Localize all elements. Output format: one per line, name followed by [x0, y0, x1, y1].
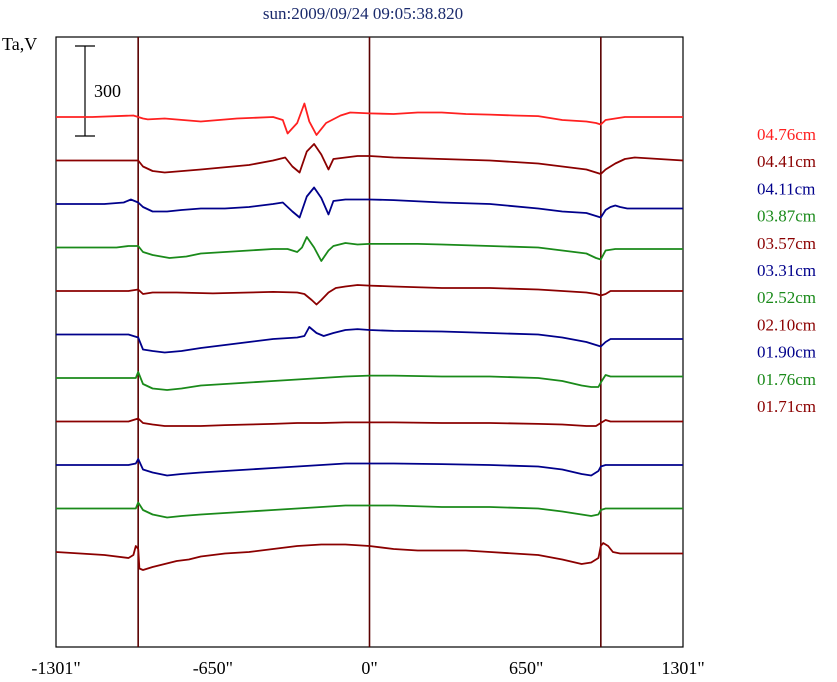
- series-group: [55, 102, 684, 571]
- legend-entry: 03.57cm: [757, 234, 816, 253]
- legend-entry: 02.52cm: [757, 288, 816, 307]
- x-tick-label: 0": [361, 658, 377, 678]
- chart-title: sun:2009/09/24 09:05:38.820: [263, 4, 463, 23]
- series-line-02.10cm: [56, 417, 683, 427]
- legend-entry: 03.87cm: [757, 207, 816, 226]
- x-tick-label: 1301": [661, 658, 704, 678]
- scale-bar-label: 300: [94, 81, 121, 101]
- legend-entry: 03.31cm: [757, 261, 816, 280]
- series-line-04.76cm: [56, 102, 683, 136]
- legend-entry: 01.90cm: [757, 343, 816, 362]
- legend-entry: 04.11cm: [757, 179, 815, 198]
- x-tick-label: 650": [509, 658, 543, 678]
- series-line-03.57cm: [56, 284, 683, 306]
- series-line-04.11cm: [56, 186, 683, 219]
- series-line-01.76cm: [56, 501, 683, 519]
- series-line-01.90cm: [56, 458, 683, 477]
- series-line-03.87cm: [56, 236, 683, 262]
- legend-entry: 04.76cm: [757, 125, 816, 144]
- series-line-04.41cm: [56, 143, 684, 175]
- series-line-01.71cm: [55, 542, 683, 571]
- legend-entry: 04.41cm: [757, 152, 816, 171]
- x-tick-label: -1301": [31, 658, 80, 678]
- y-axis-label: Ta,V: [2, 34, 37, 54]
- legend-entry: 01.76cm: [757, 370, 816, 389]
- x-tick-label: -650": [193, 658, 233, 678]
- legend: 04.76cm 04.41cm 04.11cm 03.87cm 03.57cm 03.31…: [757, 125, 816, 416]
- scale-bar: 300: [75, 45, 121, 137]
- x-tick-labels: -1301" -650" 0" 650" 1301": [31, 658, 704, 678]
- series-line-02.52cm: [56, 371, 683, 391]
- legend-entry: 02.10cm: [757, 315, 816, 334]
- series-line-03.31cm: [56, 326, 683, 354]
- legend-entry: 01.71cm: [757, 397, 816, 416]
